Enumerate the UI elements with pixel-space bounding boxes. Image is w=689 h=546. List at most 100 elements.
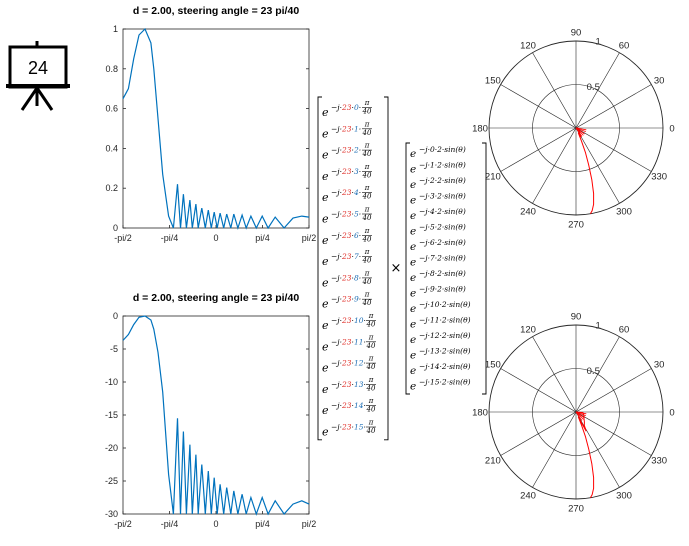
matrix2-exponent: −j·3·2·sin(θ) — [419, 192, 466, 201]
polar-angle-label: 330 — [651, 172, 667, 183]
matrix2-exponent: −j·8·2·sin(θ) — [419, 269, 466, 278]
matrix1-entry: e −j·23·8· π40 — [322, 269, 372, 289]
polar-angle-label: 300 — [616, 491, 632, 502]
matrix1-frac-den: 40 — [362, 108, 372, 116]
matrix1-frac-num: π — [364, 248, 370, 256]
matrix1-frac-den: 40 — [362, 193, 372, 201]
matrix1-entry: e −j·23·0· π40 — [322, 99, 372, 119]
matrix1-entry: e −j·23·4· π40 — [322, 184, 372, 204]
y-tick-label: 0.4 — [105, 143, 118, 153]
matrix1-frac-num: π — [368, 333, 374, 341]
x-tick-label: -pi/4 — [161, 233, 179, 243]
matrix2-base: e — [410, 303, 416, 315]
x-tick-label: pi/4 — [255, 519, 270, 529]
matrix1-frac-num: π — [368, 397, 374, 405]
polar-angle-label: 60 — [619, 40, 630, 51]
matrix2-exponent: −j·2·2·sin(θ) — [419, 176, 466, 185]
polar-angle-label: 30 — [654, 76, 665, 87]
matrix2-base: e — [410, 381, 416, 393]
matrix1-base: e — [322, 426, 329, 439]
matrix2-entry: e −j·0·2·sin(θ) — [410, 145, 466, 160]
matrix1-base: e — [322, 255, 329, 268]
matrix2-entry: e −j·5·2·sin(θ) — [410, 223, 466, 238]
matrix2-entry: e −j·3·2·sin(θ) — [410, 192, 466, 207]
matrix2-entry: e −j·11·2·sin(θ) — [410, 316, 471, 331]
matrix1-base: e — [322, 362, 329, 375]
left-bracket — [405, 142, 410, 395]
matrix1-exponent: −j·23·1· — [331, 124, 361, 133]
matrix2-exponent: −j·5·2·sin(θ) — [419, 223, 466, 232]
matrix1-base: e — [322, 106, 329, 119]
matrix2-base: e — [410, 148, 416, 160]
matrix1-exponent: −j·23·14· — [331, 401, 366, 410]
top-chart-axes — [122, 28, 310, 229]
matrix1-frac-den: 40 — [362, 129, 372, 137]
polar-angle-label: 180 — [472, 408, 488, 419]
polar-radial-label: 1 — [595, 36, 600, 47]
matrix1-exponent: −j·23·7· — [331, 252, 361, 261]
top-chart-series-line — [122, 27, 310, 231]
polar-angle-label: 0 — [669, 408, 674, 419]
matrix1-frac-den: 40 — [362, 299, 372, 307]
bottom-chart-series-line — [122, 315, 310, 516]
x-tick-label: pi/2 — [302, 233, 317, 243]
matrix2-entry: e −j·15·2·sin(θ) — [410, 378, 471, 393]
matrix1-entry: e −j·23·12· π40 — [322, 355, 376, 375]
bottom-chart-title: d = 2.00, steering angle = 23 pi/40 — [133, 292, 299, 304]
y-tick-label: -15 — [105, 410, 118, 420]
matrix1-base: e — [322, 319, 329, 332]
matrix2-entry: e −j·6·2·sin(θ) — [410, 238, 466, 253]
matrix2-entry: e −j·13·2·sin(θ) — [410, 347, 471, 362]
matrix2-exponent: −j·4·2·sin(θ) — [419, 207, 466, 216]
matrix2-exponent: −j·6·2·sin(θ) — [419, 238, 466, 247]
matrix1-frac-den: 40 — [366, 406, 376, 414]
polar-sidelobe — [575, 411, 587, 415]
matrix2-entry: e −j·7·2·sin(θ) — [410, 254, 466, 269]
x-tick-label: -pi/2 — [114, 233, 132, 243]
matrix1-base: e — [322, 234, 329, 247]
matrix1-entry: e −j·23·5· π40 — [322, 206, 372, 226]
matrix1-frac-num: π — [364, 206, 370, 214]
matrix2-base: e — [410, 226, 416, 238]
polar-sidelobe — [575, 127, 587, 131]
matrix2-base: e — [410, 257, 416, 269]
matrix1-exponent: −j·23·6· — [331, 231, 361, 240]
y-tick-label: 0.8 — [105, 64, 118, 74]
matrix1-base: e — [322, 149, 329, 162]
matrix1-exponent: −j·23·3· — [331, 167, 361, 176]
matrix1-frac-den: 40 — [366, 384, 376, 392]
y-tick-label: 0.2 — [105, 183, 118, 193]
matrix1-base: e — [322, 127, 329, 140]
matrix1-frac-den: 40 — [362, 257, 372, 265]
matrix2-entry: e −j·12·2·sin(θ) — [410, 331, 471, 346]
matrix2-exponent: −j·14·2·sin(θ) — [419, 362, 471, 371]
matrix1-base: e — [322, 404, 329, 417]
matrix1-entry: e −j·23·14· π40 — [322, 397, 376, 417]
right-bracket — [482, 142, 487, 395]
polar-angle-label: 270 — [568, 220, 584, 231]
matrix1-frac-den: 40 — [362, 171, 372, 179]
matrix1-exponent: −j·23·0· — [331, 103, 361, 112]
matrix2-entry: e −j·2·2·sin(θ) — [410, 176, 466, 191]
matrix1-frac-num: π — [368, 419, 374, 427]
matrix1-frac-num: π — [364, 163, 370, 171]
matrix1-base: e — [322, 213, 329, 226]
matrix1-entry: e −j·23·11· π40 — [322, 333, 376, 353]
matrix1-base: e — [322, 170, 329, 183]
y-tick-label: -10 — [105, 377, 118, 387]
top-chart-yticks: 0 0.2 0.4 0.6 0.8 1 — [105, 24, 309, 233]
y-tick-label: -20 — [105, 443, 118, 453]
matrix1-exponent: −j·23·5· — [331, 210, 361, 219]
polar-radial-label: 0.5 — [587, 82, 600, 93]
array-response-matrix: e −j·0·2·sin(θ)e −j·1·2·sin(θ)e −j·2·2·sin(… — [405, 142, 487, 395]
matrix2-entry: e −j·14·2·sin(θ) — [410, 362, 471, 377]
matrix2-base: e — [410, 350, 416, 362]
polar-radial-label: 0.5 — [587, 366, 600, 377]
matrix1-frac-num: π — [364, 227, 370, 235]
matrix1-frac-den: 40 — [366, 342, 376, 350]
polar-sidelobe — [575, 411, 585, 419]
times-symbol: × — [391, 261, 402, 276]
polar-angle-label: 180 — [472, 124, 488, 135]
matrix2-exponent: −j·1·2·sin(θ) — [419, 161, 466, 170]
